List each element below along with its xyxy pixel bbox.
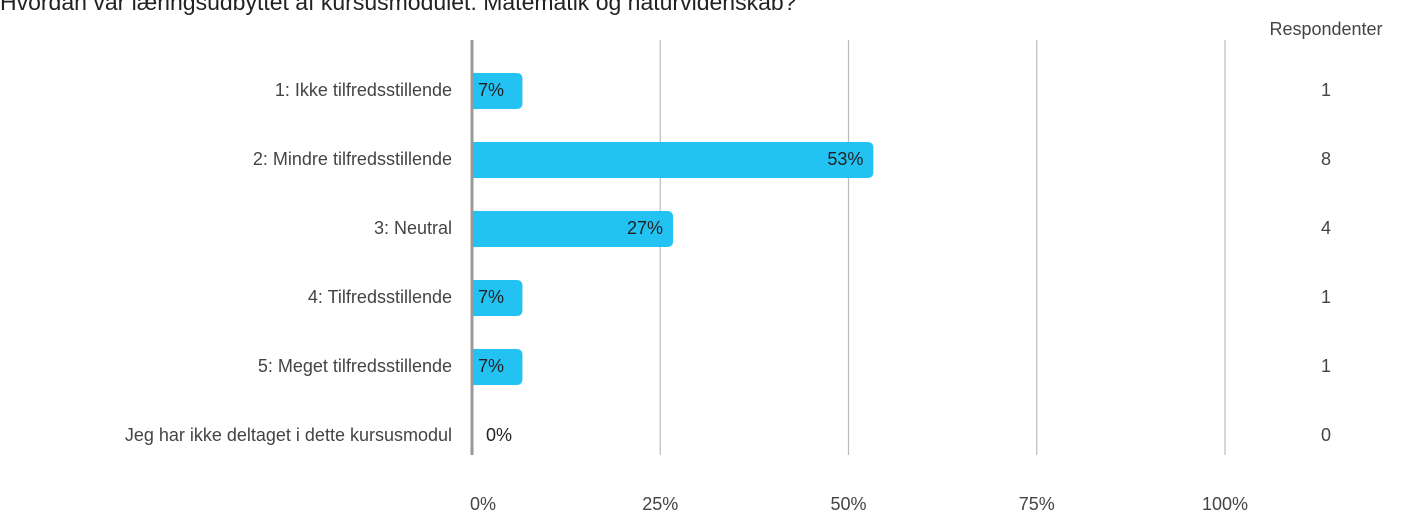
x-tick-label: 100% xyxy=(1202,494,1248,514)
category-label: 3: Neutral xyxy=(374,218,452,238)
bar xyxy=(473,142,874,178)
respondent-count: 0 xyxy=(1321,425,1331,445)
respondent-count: 8 xyxy=(1321,149,1331,169)
respondent-count: 4 xyxy=(1321,218,1331,238)
value-label: 7% xyxy=(478,356,504,376)
category-label: 2: Mindre tilfredsstillende xyxy=(253,149,452,169)
bar xyxy=(473,280,523,316)
value-label: 0% xyxy=(486,425,512,445)
respondent-count: 1 xyxy=(1321,80,1331,100)
chart-title: Hvordan var læringsudbyttet af kursusmod… xyxy=(0,0,796,15)
category-label: 5: Meget tilfredsstillende xyxy=(258,356,452,376)
bar xyxy=(473,73,523,109)
bar xyxy=(473,211,674,247)
bar xyxy=(473,349,523,385)
value-label: 27% xyxy=(627,218,663,238)
x-tick-label: 50% xyxy=(830,494,866,514)
value-label: 53% xyxy=(827,149,863,169)
value-label: 7% xyxy=(478,287,504,307)
category-label: 4: Tilfredsstillende xyxy=(308,287,452,307)
category-label: 1: Ikke tilfredsstillende xyxy=(275,80,452,100)
category-label: Jeg har ikke deltaget i dette kursusmodu… xyxy=(125,425,452,445)
respondents-header: Respondenter xyxy=(1269,19,1382,39)
x-tick-label: 0% xyxy=(470,494,496,514)
respondent-count: 1 xyxy=(1321,287,1331,307)
x-tick-label: 75% xyxy=(1019,494,1055,514)
value-label: 7% xyxy=(478,80,504,100)
x-tick-label: 25% xyxy=(642,494,678,514)
respondent-count: 1 xyxy=(1321,356,1331,376)
